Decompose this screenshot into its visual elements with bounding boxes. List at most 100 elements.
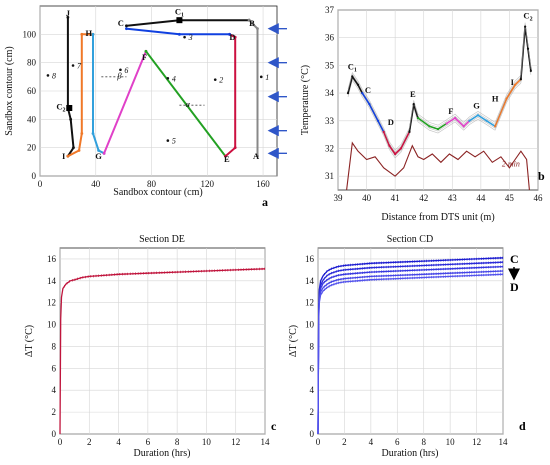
- panel-b-profile-point: [376, 119, 380, 122]
- panel-b-profile-segment: [409, 100, 419, 129]
- panel-d-y-tick-label: 4: [310, 385, 315, 395]
- panel-b-profile-segment: [362, 89, 384, 129]
- panel-c-x-tick-label: 14: [261, 437, 271, 447]
- panel-b-x-tick-label: 45: [505, 193, 515, 203]
- panel-a-cable-point: [125, 24, 128, 28]
- panel-d-x-tick-label: 6: [395, 437, 400, 447]
- panel-b-profile-point: [382, 130, 385, 133]
- panel-d-series-1: [317, 257, 504, 435]
- panel-a-cable-point: [144, 49, 148, 53]
- panel-b-x-tick-label: 46: [534, 193, 544, 203]
- panel-a-node-label: C2: [56, 102, 65, 114]
- panel-b-profile-point: [505, 97, 508, 100]
- panel-b-annotation: I: [511, 77, 515, 87]
- panel-a-node-label: 8: [52, 71, 56, 80]
- panel-b-profile-segment: [362, 96, 384, 136]
- panel-b-x-tick-label: 42: [419, 193, 428, 203]
- panel-b-profile-point: [485, 119, 488, 122]
- panel-d-x-tick-label: 8: [421, 437, 426, 447]
- panel-d-y-tick-label: 16: [305, 254, 315, 264]
- panel-b-x-tick-label: 40: [362, 193, 372, 203]
- panel-b-profile-segment: [383, 127, 410, 151]
- panel-a-cable-point: [72, 146, 75, 150]
- panel-b-profile-point: [416, 116, 420, 120]
- panel-d-x-axis-label: Duration (hrs): [382, 448, 439, 459]
- panel-a-node-label: 6: [124, 66, 128, 75]
- panel-b-profile-segment: [494, 77, 522, 125]
- panel-a-node-label: 2: [219, 76, 223, 85]
- panel-b-annotation: F: [448, 106, 453, 116]
- panel-b-profile-point: [368, 103, 371, 106]
- panel-b-profile-segment: [446, 113, 470, 123]
- panel-a-cable-point: [233, 35, 237, 39]
- panel-c-y-axis-label: ΔT (°C): [24, 325, 35, 357]
- panel-d-tag: d: [519, 419, 526, 433]
- panel-a-node-label: G: [95, 151, 102, 161]
- panel-b-profile-point: [356, 83, 360, 86]
- panel-a-sensor-point: [46, 74, 50, 77]
- panel-d-section-cd: Section CD 0 2 4 6 8 10 12 14 0 2 4 6 8 10 12 14 16 CD D…: [288, 234, 526, 459]
- panel-b-profile-segment: [446, 121, 470, 131]
- panel-a-node-label: β: [116, 70, 122, 80]
- panel-b-profile-point: [529, 69, 532, 73]
- panel-b-profile-point: [436, 127, 440, 131]
- panel-b-profile-segment: [347, 74, 364, 94]
- panel-a-cable-point: [256, 154, 259, 158]
- panel-d-x-tick-label: 0: [316, 437, 321, 447]
- panel-a-cable-point: [66, 154, 70, 158]
- panel-a-sensor-point: [166, 76, 170, 80]
- panel-a-sensor-point: [166, 139, 170, 142]
- panel-a-node-label: α: [186, 99, 191, 109]
- panel-b-profile-point: [526, 47, 530, 50]
- panel-b-tag: b: [538, 169, 545, 183]
- panel-c-y-tick-label: 2: [52, 407, 57, 417]
- panel-a-node-label: 4: [172, 74, 176, 83]
- panel-a-cable-segment-D-C: [126, 27, 230, 36]
- panel-d-series-2: [317, 261, 504, 435]
- panel-d-x-tick-label: 4: [369, 437, 374, 447]
- panel-b-profile-point: [408, 130, 411, 133]
- panel-a-cable-point: [91, 132, 95, 135]
- panel-a-cable-point: [178, 32, 181, 36]
- panel-b-profile-segment: [469, 112, 496, 125]
- panel-a-sensor-point: [183, 35, 186, 39]
- panel-c-section-de: Section DE 0 2 4 6 8 10 12 14 0 2 4 6 8 10 12 14 16 Dura…: [24, 234, 277, 459]
- panel-b-x-tick-label: 41: [391, 193, 400, 203]
- panel-d-series-3: [317, 265, 504, 435]
- panel-c-y-tick-label: 14: [47, 276, 57, 286]
- panel-a-cable-point: [97, 149, 100, 152]
- panel-a-cable-point: [69, 117, 73, 121]
- panel-d-label-d: D: [510, 280, 519, 294]
- panel-b-profile-segment: [469, 111, 496, 123]
- panel-a-cable-point: [256, 27, 259, 31]
- panel-d-x-tick-label: 14: [499, 437, 509, 447]
- panel-c-title: Section DE: [139, 234, 185, 245]
- panel-c-x-axis-label: Duration (hrs): [134, 448, 191, 459]
- panel-b-profile-point: [351, 75, 354, 78]
- panel-a-sandbox-map: J C C1 B 3 D H F 7 8 6β 4 2 1 α C2 5 I G E A 0 40 80 120 160 0 20 4…: [4, 5, 287, 209]
- panel-b-profile-segment: [494, 82, 522, 131]
- panel-a-cable-point: [247, 18, 251, 22]
- panel-b-profile-point: [346, 91, 350, 95]
- panel-b-profile-point: [388, 144, 391, 147]
- panel-a-node-label: H: [85, 28, 92, 38]
- panel-d-y-tick-label: 8: [310, 341, 315, 351]
- panel-a-cable-point: [102, 151, 106, 155]
- panel-c-x-tick-label: 6: [146, 437, 151, 447]
- panel-b-profile-point: [524, 25, 527, 28]
- panel-a-cable-point: [77, 149, 81, 152]
- panel-b-profile-point: [519, 78, 522, 81]
- panel-b-profile-point: [514, 83, 517, 86]
- panel-d-y-tick-label: 10: [305, 320, 315, 330]
- panel-a-sensor-point: [71, 64, 75, 67]
- panel-a-cable-segment-E-D: [224, 33, 237, 157]
- panel-b-annotation: D: [388, 117, 394, 127]
- panel-a-node-label: I: [62, 151, 66, 161]
- panel-a-node-label: 7: [77, 62, 82, 71]
- panel-d-title: Section CD: [387, 234, 433, 245]
- panel-a-cable-segment-C-B: [126, 19, 250, 27]
- panel-d-x-tick-label: 10: [446, 437, 456, 447]
- panel-a-cable-point: [91, 32, 95, 36]
- panel-b-profile-point: [412, 103, 415, 106]
